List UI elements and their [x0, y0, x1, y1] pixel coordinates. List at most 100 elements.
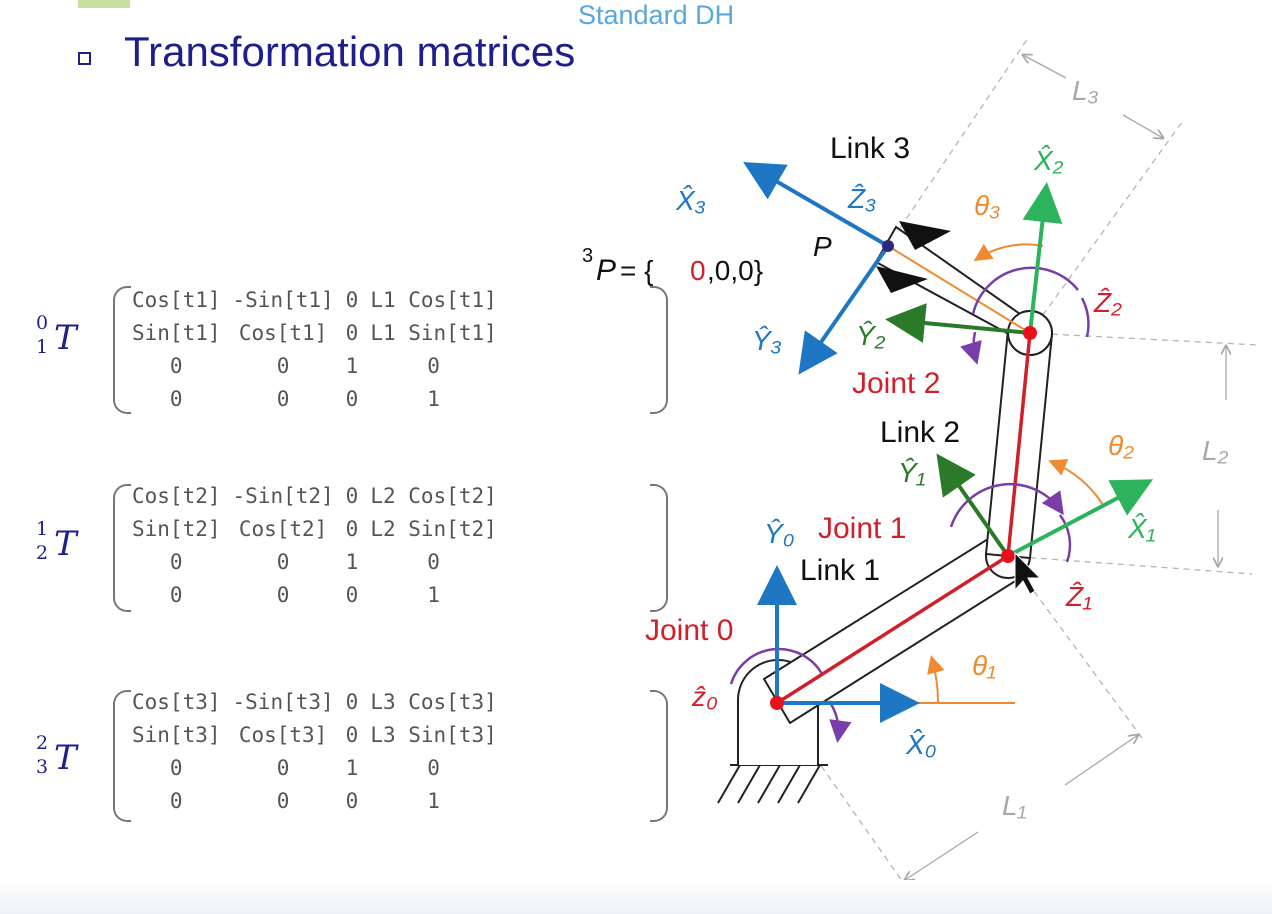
matrix-bracket-right — [650, 286, 668, 414]
x0-label: X̂₀ — [905, 729, 937, 760]
matrix-cell: 0 — [169, 789, 183, 813]
matrix-label-sub: 3 — [36, 756, 49, 778]
y3-axis-arrow — [798, 244, 890, 375]
matrix-cell: 0 — [276, 354, 290, 378]
matrix-cell: 0 — [345, 288, 359, 312]
l3-label: L₃ — [1072, 75, 1099, 106]
matrix-cell: 1 — [427, 583, 440, 607]
matrix-cell: Sin[t2] — [132, 517, 221, 541]
rotation-arc-joint2-arrow — [960, 331, 982, 365]
matrix-cell: 0 — [345, 387, 359, 411]
matrix-cell: 0 — [345, 789, 359, 813]
kinematic-chain — [776, 332, 1032, 705]
matrix-row: 0 0 1 0 — [126, 350, 503, 383]
matrix-cell: L3 Sin[t3] — [370, 723, 497, 747]
link-3-label: Link 3 — [830, 132, 910, 165]
matrix-label-symbol: T — [54, 524, 77, 564]
matrix-label-0-1: 0 1 T — [36, 312, 77, 358]
link-3-axis-line — [887, 245, 1031, 334]
joint-2-label: Joint 2 — [852, 367, 940, 400]
point-p-label: P — [813, 231, 832, 262]
matrix-cell: 0 — [169, 550, 183, 574]
x3-axis-arrow — [743, 161, 890, 248]
theta1-arc — [927, 655, 945, 704]
joint-1-dot — [1001, 549, 1015, 563]
x2-axis-arrow — [1022, 182, 1063, 334]
theta3-arc — [973, 243, 1044, 262]
matrix-label-sub: 1 — [36, 336, 49, 358]
y1-axis-arrow — [936, 453, 1010, 558]
matrix-cell: Cos[t2] — [238, 517, 328, 541]
matrix-cell: 0 — [169, 756, 183, 780]
axis-labels: X̂₃ Ẑ₃ Ŷ₃ X̂₂ Ŷ₂ Ẑ₂ X̂₁ Ŷ₁ Ẑ₁ X̂₀ Ŷ₀ ẑ₀ … — [675, 75, 1229, 821]
x1-axis-arrow — [1007, 479, 1154, 558]
point-eq-rest: ,0,0} — [707, 255, 763, 286]
matrix-cell: Sin[t3] — [132, 723, 221, 747]
l1-label: L₁ — [1002, 790, 1027, 821]
matrix-row: Cos[t3] -Sin[t3] 0 L3 Cos[t3] — [126, 686, 503, 719]
matrix-cell: Cos[t3] — [238, 723, 328, 747]
joint-1-label: Joint 1 — [818, 512, 906, 545]
matrix-label-sup: 0 — [36, 312, 49, 334]
theta2-label: θ₂ — [1108, 430, 1134, 461]
joint-2-dot — [1023, 326, 1037, 340]
l2-label: L₂ — [1202, 435, 1229, 466]
matrix-label-symbol: T — [54, 318, 77, 358]
matrix-cell: 0 — [427, 756, 440, 780]
matrix-cell: 0 — [276, 583, 290, 607]
rotation-arc-joint1-tail — [1058, 514, 1072, 563]
rotation-arc-joint2 — [971, 266, 1079, 315]
y2-axis-arrow — [885, 303, 1031, 343]
matrix-cell: Cos[t1] — [132, 288, 221, 312]
matrix-row: Cos[t2] -Sin[t2] 0 L2 Cos[t2] — [126, 480, 503, 513]
matrix-label-sup: 2 — [36, 732, 49, 754]
rotation-arc-joint1 — [949, 482, 1064, 528]
matrix-2-3: Cos[t3] -Sin[t3] 0 L3 Cos[t3] Sin[t3] Cos[t3… — [126, 686, 503, 818]
matrix-cell: 1 — [345, 756, 359, 780]
y3-label: Ŷ₃ — [752, 325, 782, 356]
matrix-cell: L2 Cos[t2] — [370, 484, 497, 508]
point-eq-prefix: = { — [620, 255, 653, 286]
matrix-cell: 0 — [276, 789, 290, 813]
convention-tag: Standard DH — [578, 0, 735, 30]
matrix-cell: 0 — [169, 387, 183, 411]
matrix-bracket-left — [113, 690, 131, 822]
theta3-label: θ₃ — [974, 190, 1000, 221]
matrix-cell: 1 — [427, 387, 440, 411]
matrix-cell: 0 — [345, 583, 359, 607]
matrix-cell: 0 — [276, 756, 290, 780]
matrix-cell: L1 Cos[t1] — [370, 288, 497, 312]
joint-0-dot — [770, 696, 784, 710]
matrix-label-sub: 2 — [36, 542, 49, 564]
matrix-row: 0 0 1 0 — [126, 546, 503, 579]
matrix-cell: Cos[t1] — [238, 321, 328, 345]
matrix-row: 0 0 1 0 — [126, 752, 503, 785]
z1-label: Ẑ₁ — [1065, 581, 1092, 612]
point-eq-red: 0 — [690, 255, 706, 286]
matrix-row: Sin[t2] Cos[t2] 0 L2 Sin[t2] — [126, 513, 503, 546]
matrix-label-1-2: 1 2 T — [36, 518, 77, 564]
matrix-0-1: Cos[t1] -Sin[t1] 0 L1 Cos[t1] Sin[t1] Cos[t1… — [126, 284, 503, 416]
theta2-arc — [1048, 459, 1104, 506]
z2-label: Ẑ₂ — [1093, 287, 1122, 318]
matrix-cell: L2 Sin[t2] — [370, 517, 497, 541]
matrix-label-2-3: 2 3 T — [36, 732, 77, 778]
theta1-label: θ₁ — [972, 650, 996, 681]
matrix-cell: 0 — [427, 354, 440, 378]
matrix-cell: -Sin[t2] — [232, 484, 334, 508]
matrix-cell: 0 — [169, 583, 183, 607]
matrix-cell: 0 — [276, 550, 290, 574]
point-equation: 3 P = { 0 ,0,0} — [582, 245, 763, 287]
x1-label: X̂₁ — [1127, 513, 1156, 544]
point-eq-sup: 3 — [582, 245, 593, 267]
ground-hatch — [717, 764, 828, 804]
matrix-row: 0 0 0 1 — [126, 579, 503, 612]
x2-label: X̂₂ — [1033, 145, 1064, 176]
y1-label: Ŷ₁ — [898, 457, 926, 488]
matrix-cell: 0 — [276, 387, 290, 411]
matrix-cell: 0 — [427, 550, 440, 574]
end-effector-point-dot — [882, 240, 894, 252]
matrix-cell: -Sin[t1] — [232, 288, 334, 312]
